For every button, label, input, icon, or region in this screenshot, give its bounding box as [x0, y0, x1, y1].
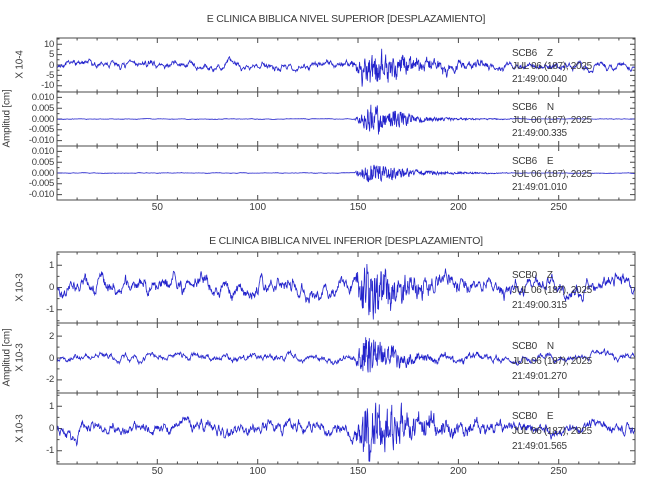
y-tick-label: 0 — [49, 423, 54, 434]
y-tick-label: -0.010 — [28, 189, 54, 201]
seismogram-trace-scb6-e — [57, 164, 635, 183]
axis-ticks — [57, 393, 635, 464]
y-tick-label: -1 — [46, 445, 54, 457]
station-channel-label: SCB0 N — [512, 341, 554, 352]
panel-title-inferior: E CLINICA BIBLICA NIVEL INFERIOR [DESPLA… — [209, 235, 483, 247]
y-tick-label: 0 — [49, 352, 54, 364]
time-label: 21:49:00.335 — [512, 128, 567, 139]
y-tick-label: 1 — [49, 400, 54, 412]
station-channel-label: SCB6 Z — [512, 48, 553, 59]
y-tick-label: -0.005 — [28, 178, 54, 190]
station-channel-label: SCB6 N — [512, 102, 554, 113]
date-label: JUL 06 (187), 2025 — [512, 61, 592, 72]
seismogram-trace-scb0-n — [57, 337, 635, 373]
axis-ticks — [57, 38, 635, 92]
y-tick-label: 0 — [49, 282, 54, 293]
station-channel-label: SCB6 E — [512, 156, 554, 167]
axis-ticks — [57, 323, 635, 393]
time-label: 21:49:01.270 — [512, 371, 567, 382]
trace-annotation-scb6-e: SCB6 E JUL 06 (187), 2025 21:49:01.010 — [512, 155, 592, 194]
station-channel-label: SCB0 E — [512, 411, 554, 422]
axis-ticks — [57, 252, 635, 323]
y-tick-label: -0.005 — [28, 124, 54, 136]
trace-annotation-scb0-e: SCB0 E JUL 06 (187), 2025 21:49:01.565 — [512, 409, 592, 454]
y-tick-label: -5 — [46, 69, 54, 81]
y-tick-label: 0 — [49, 59, 54, 71]
seismogram-trace-scb0-z — [57, 263, 635, 320]
x-tick-label: 100 — [249, 202, 267, 213]
date-label: JUL 06 (187), 2025 — [512, 169, 592, 180]
trace-annotation-scb0-z: SCB0 Z JUL 06 (187), 2025 21:49:00.315 — [512, 268, 592, 313]
y-tick-label: 0.000 — [31, 167, 55, 179]
trace-annotation-scb6-z: SCB6 Z JUL 06 (187), 2025 21:49:00.040 — [512, 47, 592, 86]
x-tick-label: 150 — [349, 202, 367, 213]
y-tick-label: -0.010 — [28, 135, 54, 147]
time-label: 21:49:01.010 — [512, 182, 567, 193]
x-tick-label: 50 — [151, 466, 163, 477]
y-tick-label: 10 — [44, 38, 54, 50]
time-label: 21:49:00.315 — [512, 300, 567, 311]
station-channel-label: SCB0 Z — [512, 270, 553, 281]
x-tick-label: 50 — [151, 202, 163, 213]
y-tick-label: -2 — [46, 374, 54, 386]
panel-title-superior: E CLINICA BIBLICA NIVEL SUPERIOR [DESPLA… — [206, 13, 486, 25]
seismogram-trace-scb6-z — [57, 48, 635, 87]
x-tick-label: 250 — [550, 466, 568, 477]
y-tick-label: 5 — [49, 49, 54, 61]
x-tick-label: 150 — [349, 466, 367, 477]
date-label: JUL 06 (187), 2025 — [512, 426, 592, 437]
x-tick-label: 100 — [249, 466, 267, 477]
trace-annotation-scb6-n: SCB6 N JUL 06 (187), 2025 21:49:00.335 — [512, 101, 592, 140]
seismogram-trace-scb0-e — [57, 402, 635, 462]
y-tick-label: -1 — [46, 304, 54, 316]
y-tick-label: 1 — [49, 259, 54, 271]
date-label: JUL 06 (187), 2025 — [512, 356, 592, 367]
axis-ticks — [57, 145, 635, 201]
y-tick-label: -10 — [41, 80, 54, 92]
y-tick-label: 0.000 — [31, 113, 55, 125]
x-tick-label: 200 — [450, 202, 467, 213]
y-tick-label: 0.010 — [31, 145, 55, 157]
y-tick-label: 2 — [49, 330, 54, 342]
y-tick-label: 0.005 — [31, 102, 55, 114]
date-label: JUL 06 (187), 2025 — [512, 115, 592, 126]
x-tick-label: 250 — [550, 202, 568, 213]
time-label: 21:49:01.565 — [512, 441, 567, 452]
x-tick-label: 200 — [450, 466, 467, 477]
time-label: 21:49:00.040 — [512, 74, 567, 85]
y-tick-label: 0.005 — [31, 156, 55, 168]
axis-ticks — [57, 91, 635, 147]
y-tick-label: 0.010 — [31, 91, 55, 103]
date-label: JUL 06 (187), 2025 — [512, 285, 592, 296]
seismogram-trace-scb6-n — [57, 104, 635, 135]
trace-annotation-scb0-n: SCB0 N JUL 06 (187), 2025 21:49:01.270 — [512, 339, 592, 384]
